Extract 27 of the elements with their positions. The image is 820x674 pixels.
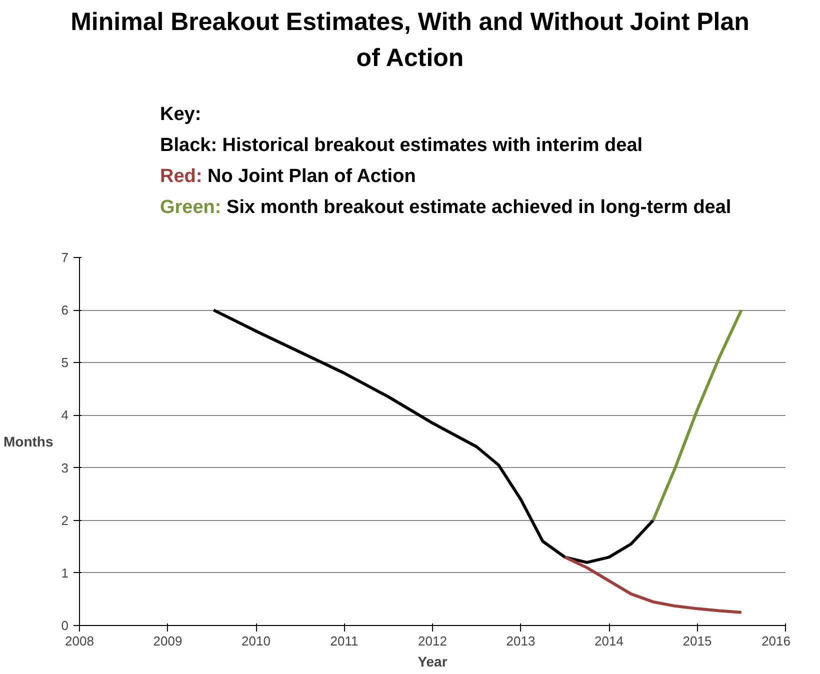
text: Black: Historical breakout estimates with interim deal <box>160 134 644 158</box>
text: Green: Six month breakout estimate achieved in long-term deal <box>160 196 732 220</box>
x-tick-label: 2014 <box>594 634 624 648</box>
x-tick-label: 2015 <box>682 634 712 648</box>
line-series <box>212 308 655 564</box>
y-axis-title: Months <box>4 434 54 450</box>
text: Red: No Joint Plan of Action <box>160 165 417 190</box>
line-series <box>652 308 743 522</box>
y-tick-label: 4 <box>61 408 69 423</box>
x-tick-label: 2013 <box>506 634 536 648</box>
x-axis-title: Year <box>418 654 448 670</box>
x-tick-label: 2012 <box>418 634 447 648</box>
y-tick-label: 6 <box>61 302 69 318</box>
line-series <box>563 556 743 614</box>
x-tick-label: 2010 <box>242 634 270 648</box>
y-tick-label: 2 <box>61 512 69 528</box>
y-tick-label: 3 <box>61 460 69 476</box>
x-tick-label: 2011 <box>330 634 358 648</box>
x-tick-label: 2016 <box>762 634 790 648</box>
text: Key: <box>160 103 202 127</box>
y-tick-label: 7 <box>61 250 69 265</box>
y-tick-label: 5 <box>61 355 69 370</box>
y-tick-label: 0 <box>61 618 69 633</box>
chart-title: Minimal Breakout Estimates, With and Without Joint Plan of Action <box>70 7 750 74</box>
y-tick-label: 1 <box>61 565 69 580</box>
x-tick-label: 2008 <box>65 634 94 648</box>
x-tick-label: 2009 <box>153 634 182 648</box>
